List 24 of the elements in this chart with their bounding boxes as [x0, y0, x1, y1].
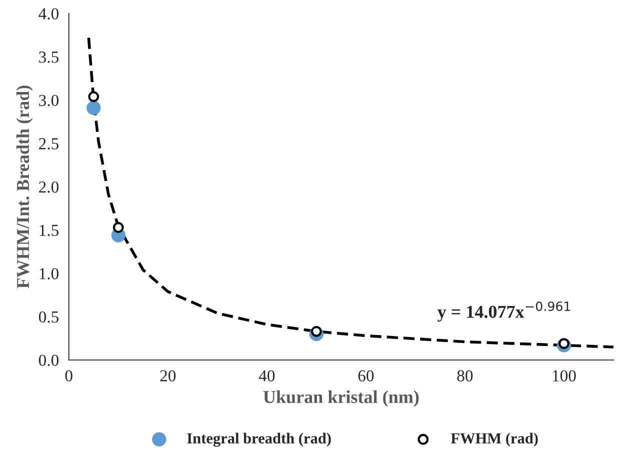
y-tick-label: 3.0	[39, 94, 58, 106]
x-tick-label: 60	[358, 370, 374, 382]
y-tick-label: 4.0	[38, 8, 58, 20]
legend-label: Integral breadth (rad)	[187, 432, 331, 447]
point	[112, 222, 124, 233]
point	[88, 91, 100, 102]
y-axis-title: FWHM/Int. Breadth (rad)	[16, 86, 33, 288]
x-tick-label: 0	[65, 370, 72, 382]
x-tick-label: 20	[160, 370, 176, 382]
y-tick-label: 3.5	[39, 52, 58, 63]
y-tick-label: 0.5	[38, 311, 58, 323]
legend-label: FWHM (rad)	[450, 432, 538, 447]
y-tick-label: 1.0	[40, 268, 58, 280]
y-tick-label: 2.0	[39, 181, 58, 193]
y-tick-label: 0.0	[38, 354, 58, 366]
x-tick-label: 100	[552, 370, 576, 382]
x-tick-label: 80	[457, 370, 473, 382]
point	[310, 326, 322, 337]
x-axis-title: Ukuran kristal (nm)	[263, 390, 419, 407]
point	[86, 100, 101, 115]
y-tick-label: 2.5	[39, 138, 58, 150]
x-tick-label: 40	[258, 370, 275, 382]
annotation: y = 14.077x$^{−0.961}$	[437, 301, 570, 322]
y-tick-label: 1.5	[40, 224, 58, 236]
